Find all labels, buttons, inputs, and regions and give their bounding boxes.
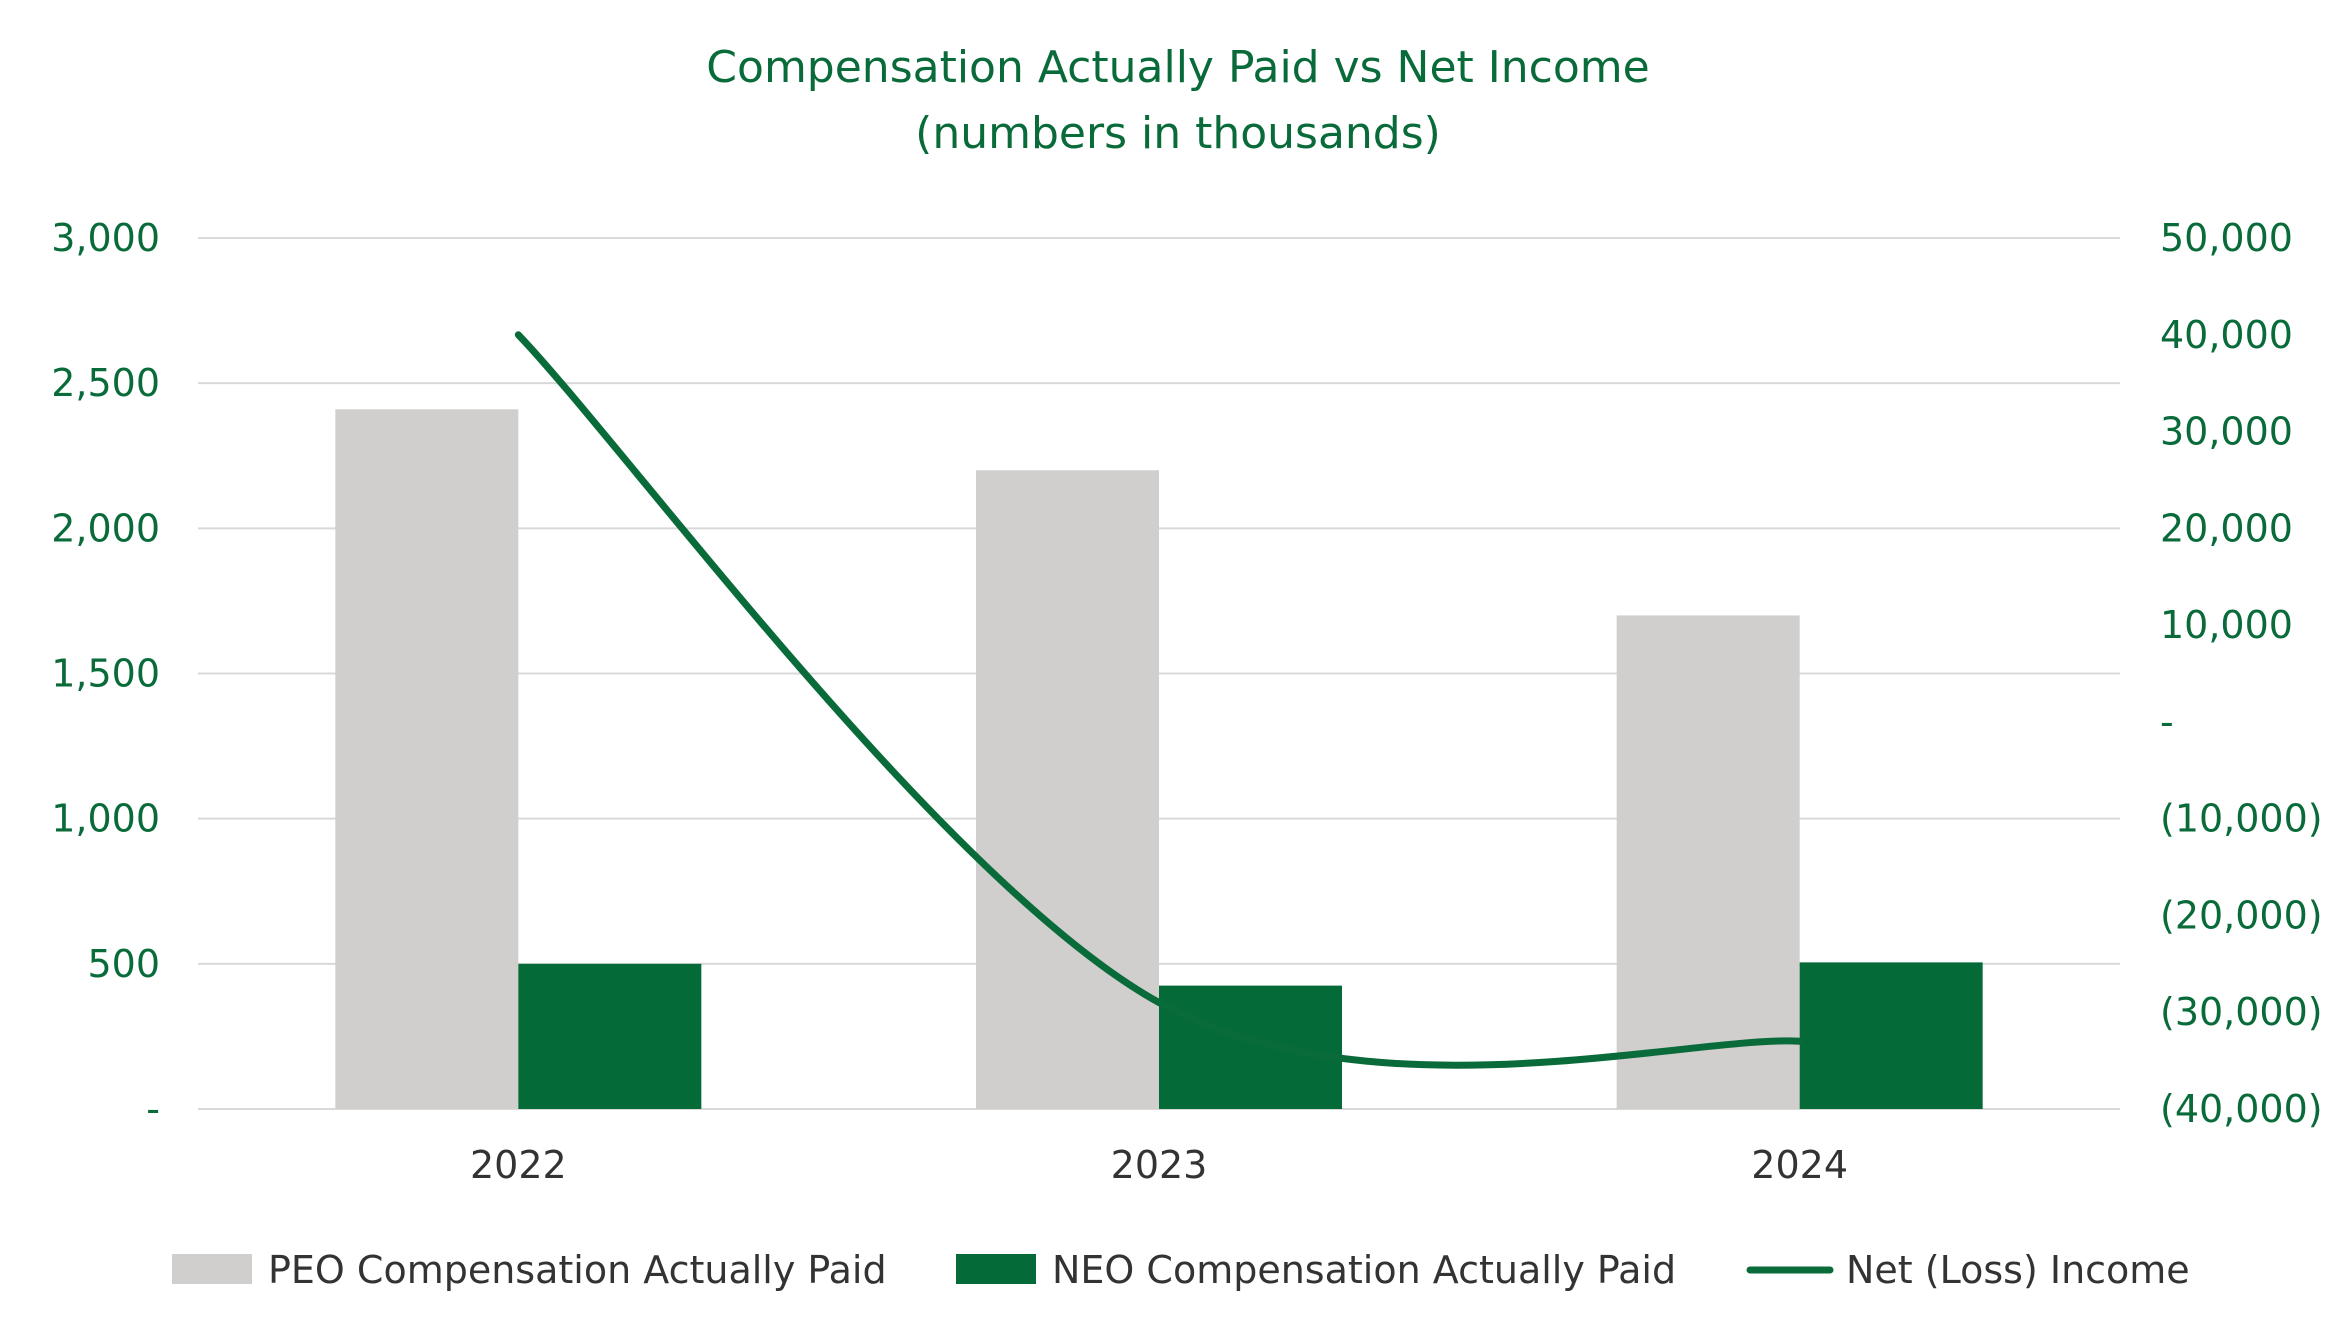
chart-title: Compensation Actually Paid vs Net Income [706, 42, 1649, 93]
left-tick-label: 3,000 [51, 216, 160, 260]
right-tick-label: (10,000) [2160, 797, 2323, 841]
left-tick-label: 500 [87, 942, 160, 986]
bar [976, 470, 1159, 1109]
left-tick-label: 2,000 [51, 506, 160, 550]
bar-series [335, 409, 1983, 1110]
bar [1616, 615, 1800, 1109]
legend-swatch [172, 1254, 252, 1284]
chart-subtitle: (numbers in thousands) [915, 108, 1441, 159]
right-tick-label: 20,000 [2160, 506, 2293, 550]
left-tick-label: 1,500 [51, 652, 160, 696]
bar [1799, 962, 1983, 1109]
right-tick-label: 50,000 [2160, 216, 2293, 260]
legend-swatch [956, 1254, 1036, 1284]
right-tick-label: (40,000) [2160, 1087, 2323, 1131]
right-tick-label: 30,000 [2160, 410, 2293, 454]
right-tick-label: - [2160, 700, 2174, 744]
left-tick-label: 1,000 [51, 797, 160, 841]
legend: PEO Compensation Actually Paid NEO Compen… [172, 1248, 2190, 1292]
right-axis: (40,000) (30,000) (20,000) (10,000) - 10,000 2… [2160, 216, 2323, 1131]
line-series [514, 331, 1804, 1069]
left-tick-label: 2,500 [51, 361, 160, 405]
right-tick-label: 10,000 [2160, 603, 2293, 647]
legend-label: NEO Compensation Actually Paid [1052, 1248, 1676, 1292]
right-tick-label: (30,000) [2160, 990, 2323, 1034]
line-net-income [514, 331, 1804, 1069]
x-axis: 2022 2023 2024 [470, 1143, 1848, 1187]
bar [518, 963, 702, 1109]
left-axis: - 500 1,000 1,500 2,000 2,500 3,000 [51, 216, 160, 1131]
bar [1159, 985, 1342, 1109]
right-tick-label: 40,000 [2160, 313, 2293, 357]
x-tick-label: 2022 [470, 1143, 567, 1187]
x-tick-label: 2023 [1111, 1143, 1208, 1187]
legend-label: PEO Compensation Actually Paid [268, 1248, 887, 1292]
x-tick-label: 2024 [1751, 1143, 1848, 1187]
left-tick-label: - [146, 1087, 160, 1131]
bar [335, 409, 519, 1110]
right-tick-label: (20,000) [2160, 893, 2323, 937]
legend-label: Net (Loss) Income [1846, 1248, 2190, 1292]
